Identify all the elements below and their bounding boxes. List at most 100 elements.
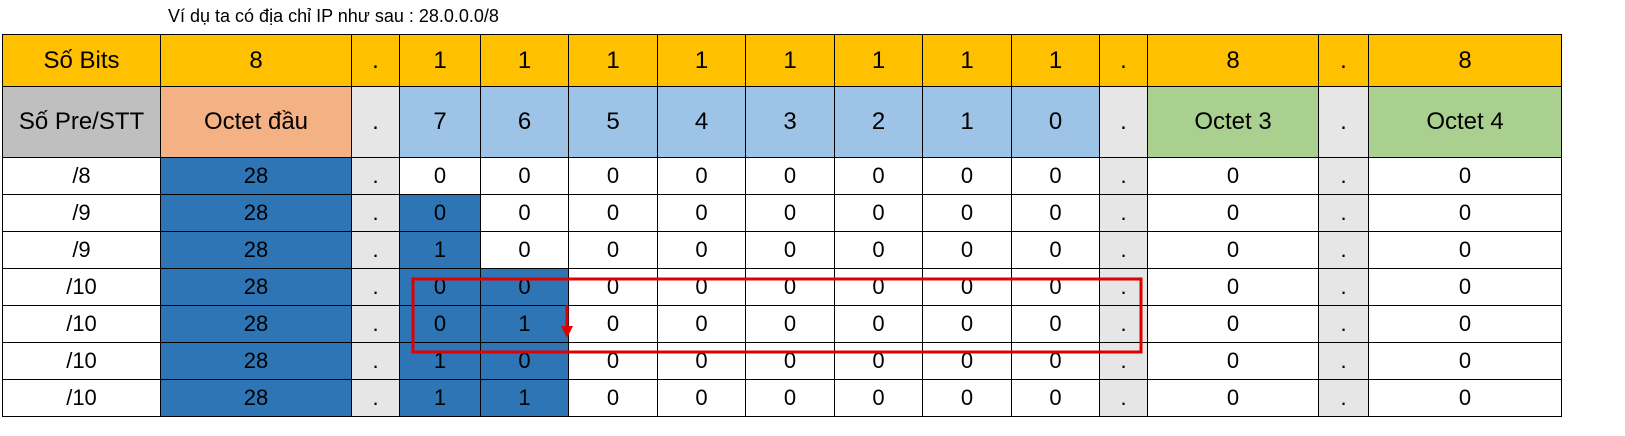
table-cell: 0	[480, 231, 569, 269]
table-cell: 28	[160, 379, 352, 417]
table-row: /10 28 . 0 0 0 0 0 0 0 0 . 0 . 0	[2, 268, 1562, 306]
table-cell: 0	[834, 342, 923, 380]
table-cell: .	[1099, 157, 1148, 195]
table-cell: .	[351, 268, 400, 306]
table-cell: 0	[834, 194, 923, 232]
table-cell: .	[1099, 231, 1148, 269]
table-cell: 0	[922, 231, 1012, 269]
table-cell: 28	[160, 157, 352, 195]
header-cell: Số Bits	[2, 34, 161, 87]
table-cell: 0	[745, 157, 835, 195]
table-cell: 0	[922, 157, 1012, 195]
table-cell: .	[1099, 194, 1148, 232]
header-label-cell: 7	[399, 86, 481, 158]
table-cell: 0	[922, 342, 1012, 380]
table-cell: 0	[1368, 268, 1562, 306]
table-cell: 0	[922, 305, 1012, 343]
table-cell: 0	[1147, 379, 1319, 417]
table-cell: 0	[1011, 194, 1100, 232]
header-label-cell: .	[1318, 86, 1369, 158]
header-cell: 1	[834, 34, 923, 87]
header-cell: 1	[568, 34, 658, 87]
table-cell: 28	[160, 268, 352, 306]
header-label-cell: 0	[1011, 86, 1100, 158]
table-cell: .	[1318, 379, 1369, 417]
table-cell: .	[1099, 379, 1148, 417]
table-cell: .	[1318, 342, 1369, 380]
table-cell: .	[1318, 194, 1369, 232]
table-cell: 0	[1368, 194, 1562, 232]
table-cell: 0	[399, 268, 481, 306]
table-cell: 1	[480, 379, 569, 417]
table-cell: 0	[1011, 342, 1100, 380]
table-row: /10 28 . 1 0 0 0 0 0 0 0 . 0 . 0	[2, 342, 1562, 380]
table-cell: 0	[480, 194, 569, 232]
header-cell: 1	[399, 34, 481, 87]
header-cell: 1	[1011, 34, 1100, 87]
table-cell: 0	[745, 194, 835, 232]
table-cell: 0	[657, 231, 746, 269]
table-cell: 0	[1147, 268, 1319, 306]
table-cell: 0	[834, 268, 923, 306]
table-cell: /10	[2, 379, 161, 417]
table-cell: /10	[2, 342, 161, 380]
table-cell: 1	[399, 342, 481, 380]
table-cell: 0	[568, 379, 658, 417]
table-cell: /10	[2, 268, 161, 306]
table-cell: 0	[1368, 342, 1562, 380]
table-cell: 0	[568, 194, 658, 232]
table-cell: 0	[657, 194, 746, 232]
table-cell: 0	[399, 157, 481, 195]
table-cell: 0	[1011, 379, 1100, 417]
table-cell: 0	[1011, 231, 1100, 269]
header-cell: 8	[160, 34, 352, 87]
table-cell: 0	[834, 157, 923, 195]
table-cell: .	[351, 194, 400, 232]
table-cell: /8	[2, 157, 161, 195]
table-cell: 0	[1147, 194, 1319, 232]
table-cell: /9	[2, 194, 161, 232]
table-row: /9 28 . 0 0 0 0 0 0 0 0 . 0 . 0	[2, 194, 1562, 232]
header-label-cell: Octet 3	[1147, 86, 1319, 158]
table-cell: 28	[160, 342, 352, 380]
table-cell: 0	[1147, 231, 1319, 269]
header-bits-row: Số Bits 8 . 1 1 1 1 1 1 1 1 . 8 . 8	[2, 34, 1562, 87]
table-cell: 0	[568, 157, 658, 195]
table-cell: 1	[480, 305, 569, 343]
table-cell: 0	[922, 268, 1012, 306]
table-cell: 0	[922, 379, 1012, 417]
table-cell: 28	[160, 194, 352, 232]
table-cell: /9	[2, 231, 161, 269]
table-cell: 0	[745, 231, 835, 269]
table-cell: 0	[922, 194, 1012, 232]
header-label-cell: 5	[568, 86, 658, 158]
table-cell: 0	[657, 379, 746, 417]
table-cell: 0	[568, 305, 658, 343]
table-cell: .	[351, 305, 400, 343]
table-cell: 28	[160, 305, 352, 343]
table-cell: 0	[1147, 342, 1319, 380]
table-cell: 0	[1368, 379, 1562, 417]
table-cell: 0	[657, 342, 746, 380]
table-cell: .	[351, 342, 400, 380]
table-cell: 0	[1147, 157, 1319, 195]
table-cell: 0	[745, 305, 835, 343]
header-label-cell: 4	[657, 86, 746, 158]
header-cell: 1	[922, 34, 1012, 87]
table-row: /9 28 . 1 0 0 0 0 0 0 0 . 0 . 0	[2, 231, 1562, 269]
header-cell: 1	[657, 34, 746, 87]
table-cell: .	[1318, 305, 1369, 343]
header-cell: .	[1318, 34, 1369, 87]
table-cell: 0	[399, 194, 481, 232]
table-cell: 0	[745, 342, 835, 380]
table-cell: .	[1099, 342, 1148, 380]
table-cell: 28	[160, 231, 352, 269]
table-cell: .	[351, 379, 400, 417]
header-label-cell: 3	[745, 86, 835, 158]
header-cell: .	[351, 34, 400, 87]
subnet-table: Số Bits 8 . 1 1 1 1 1 1 1 1 . 8 . 8 Số P…	[2, 34, 1562, 417]
header-cell: .	[1099, 34, 1148, 87]
table-cell: 0	[834, 305, 923, 343]
table-cell: 0	[657, 268, 746, 306]
table-cell: 0	[1368, 231, 1562, 269]
